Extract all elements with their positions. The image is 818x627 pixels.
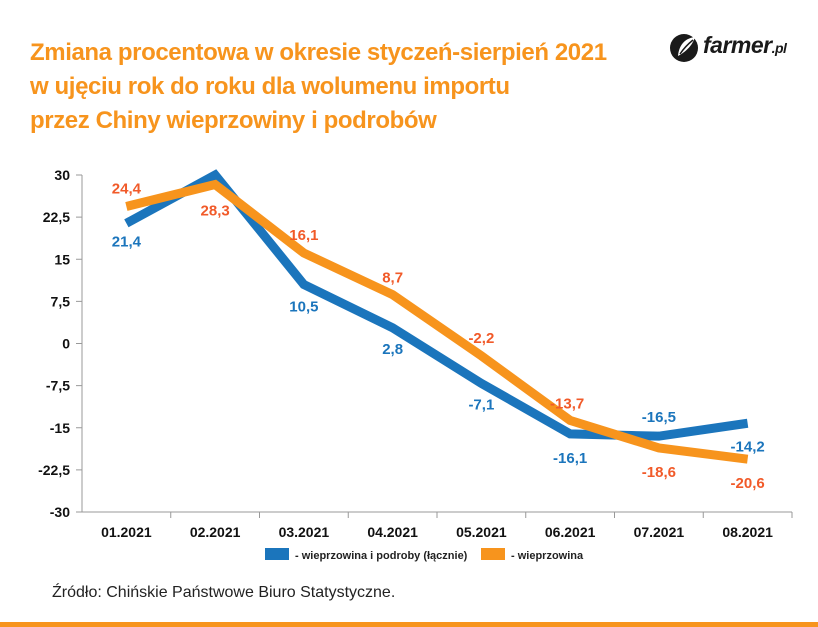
y-tick-label: 30 <box>54 167 70 183</box>
data-label: 28,3 <box>201 203 230 220</box>
title-line-3: przez Chiny wieprzowiny i podrobów <box>30 107 437 134</box>
source-note: Źródło: Chińskie Państwowe Biuro Statyst… <box>52 584 396 601</box>
y-tick-label: -7,5 <box>46 378 70 394</box>
y-tick-label: -22,5 <box>38 462 70 478</box>
data-label: -7,1 <box>468 396 494 413</box>
x-tick-label: 01.2021 <box>101 524 152 540</box>
data-label: 21,4 <box>112 233 142 250</box>
y-tick-label: 7,5 <box>51 293 71 309</box>
legend-swatch <box>481 548 505 560</box>
data-label: 2,8 <box>382 341 403 358</box>
data-label: -2,2 <box>468 330 494 347</box>
data-label: -14,2 <box>731 438 765 455</box>
logo-wordmark: farmer.pl <box>703 32 787 59</box>
x-tick-label: 02.2021 <box>190 524 241 540</box>
y-tick-label: -30 <box>50 504 70 520</box>
x-tick-label: 07.2021 <box>634 524 685 540</box>
chart-title: Zmiana procentowa w okresie styczeń-sier… <box>30 36 650 138</box>
logo-suffix: .pl <box>771 40 787 56</box>
legend-label: - wieprzowina <box>511 550 584 562</box>
data-label: -16,1 <box>553 450 587 467</box>
data-label: 8,7 <box>382 270 403 287</box>
data-label: 10,5 <box>289 299 318 316</box>
y-tick-label: 0 <box>62 336 70 352</box>
x-tick-label: 05.2021 <box>456 524 507 540</box>
x-tick-label: 08.2021 <box>722 524 773 540</box>
title-line-2: w ujęciu rok do roku dla wolumenu import… <box>30 73 510 100</box>
leaf-icon <box>670 34 698 62</box>
y-tick-label: 15 <box>54 251 70 267</box>
x-tick-label: 03.2021 <box>279 524 330 540</box>
title-line-1: Zmiana procentowa w okresie styczeń-sier… <box>30 39 607 66</box>
data-label: -13,7 <box>550 395 584 412</box>
y-tick-label: -15 <box>50 420 70 436</box>
logo-brand: farmer <box>703 32 772 58</box>
legend-swatch <box>265 548 289 560</box>
series-line-2 <box>125 179 749 464</box>
data-label: 16,1 <box>289 227 318 244</box>
farmer-logo: farmer.pl <box>669 30 799 64</box>
data-label: 24,4 <box>112 180 142 197</box>
data-label: -18,6 <box>642 464 676 481</box>
data-label: -16,5 <box>642 409 676 426</box>
bottom-rule <box>0 622 818 627</box>
x-tick-label: 06.2021 <box>545 524 596 540</box>
legend-label: - wieprzowina i podroby (łącznie) <box>295 550 468 562</box>
x-tick-label: 04.2021 <box>367 524 418 540</box>
data-label: -20,6 <box>731 475 765 492</box>
y-tick-label: 22,5 <box>43 209 70 225</box>
line-chart: 30 22,5 15 7,5 0 -7,5 -15 -22,5 -30 01.2021 02.202… <box>38 167 793 562</box>
